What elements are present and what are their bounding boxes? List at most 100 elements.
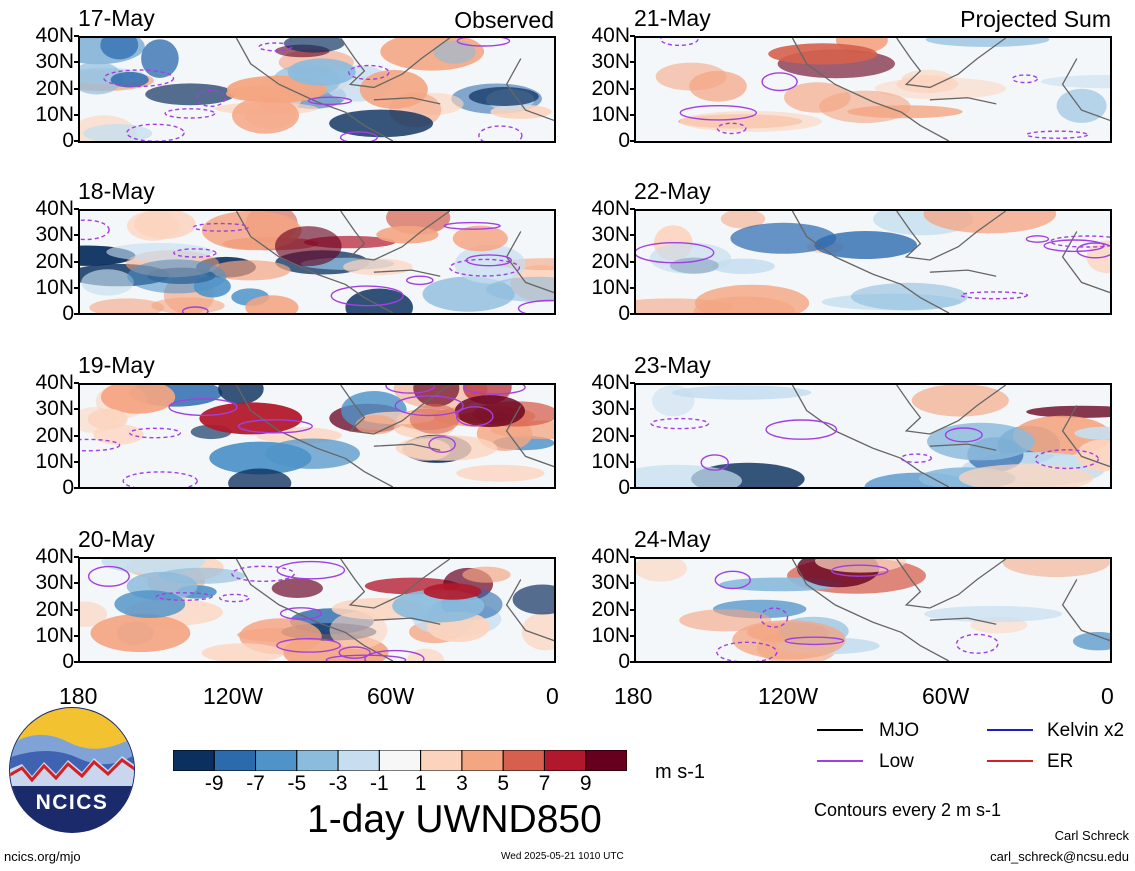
low-contour	[428, 436, 456, 453]
low-contour	[636, 242, 715, 264]
lat-label: 20N	[35, 597, 74, 621]
low-contour	[517, 299, 554, 313]
panel-right-3: 23-May	[560, 348, 1135, 508]
low-contour	[196, 89, 226, 107]
anomaly-region	[355, 415, 397, 435]
legend-item: Kelvin x2	[985, 718, 1135, 742]
anomaly-region	[145, 83, 236, 106]
lat-tick	[630, 286, 635, 289]
lat-tick	[630, 661, 635, 663]
lat-label: 30N	[591, 50, 630, 74]
panel-date: 21-May	[634, 5, 711, 31]
lat-label: 10N	[35, 102, 74, 126]
anomaly-region	[80, 61, 123, 95]
lat-tick	[74, 208, 79, 210]
colorbar-tick-label: -9	[204, 772, 224, 795]
anomaly-region	[649, 242, 732, 274]
low-contour	[237, 419, 313, 434]
lat-tick	[630, 382, 635, 384]
lat-tick	[630, 460, 635, 463]
low-contour	[760, 607, 789, 628]
colorbar-swatch	[420, 749, 463, 772]
anomaly-region	[925, 38, 1050, 47]
map-observed	[78, 36, 556, 143]
anomaly-region	[720, 211, 766, 229]
low-contour	[276, 638, 342, 653]
low-contour	[231, 565, 296, 583]
low-contour	[307, 96, 353, 106]
lon-label: 180	[59, 683, 98, 709]
lat-tick	[630, 582, 635, 585]
low-contour	[276, 560, 346, 580]
low-contour	[443, 221, 501, 230]
anomaly-region	[232, 96, 299, 134]
low-contour	[364, 649, 425, 661]
lat-tick	[74, 661, 79, 663]
map-projected	[634, 209, 1112, 315]
lat-label: 0	[618, 650, 630, 673]
panel-date: 18-May	[78, 178, 155, 204]
lat-tick	[74, 556, 79, 558]
lat-label: 40N	[35, 24, 74, 47]
low-contour	[87, 565, 130, 587]
low-contour	[784, 636, 845, 646]
panel-date: 22-May	[634, 178, 711, 204]
logo-text: NCICS	[36, 791, 109, 814]
anomaly-region	[141, 39, 179, 78]
colorbar-swatch	[378, 749, 422, 772]
lat-label: 20N	[35, 423, 74, 447]
lat-tick	[74, 382, 79, 384]
low-contour	[761, 72, 798, 92]
legend-swatch	[817, 729, 863, 731]
lat-label: 30N	[35, 571, 74, 595]
lat-tick	[74, 408, 79, 411]
ncics-logo: NCICS	[8, 706, 136, 834]
anomaly-region	[452, 225, 508, 252]
lat-label: 0	[62, 650, 74, 673]
lat-label: 10N	[591, 449, 630, 473]
lat-label: 10N	[35, 623, 74, 647]
lat-tick	[630, 234, 635, 237]
lat-tick	[630, 87, 635, 90]
anomaly-region	[158, 567, 246, 584]
legend-item: MJO	[815, 718, 965, 742]
lat-label: 40N	[591, 24, 630, 47]
anomaly-region	[89, 298, 165, 313]
low-contour	[258, 42, 293, 52]
lat-tick	[74, 234, 79, 237]
lat-label: 40N	[35, 371, 74, 394]
low-contour	[960, 291, 1029, 300]
lat-tick	[630, 634, 635, 637]
anomaly-region	[1086, 240, 1110, 274]
low-contour	[716, 122, 747, 135]
anomaly-region	[409, 403, 460, 434]
lat-tick	[74, 113, 79, 116]
panel-right-1: 21-May Projected Sum	[560, 0, 1135, 160]
panel-right-2: 22-May	[560, 174, 1135, 334]
low-contour	[347, 64, 390, 81]
anomaly-region	[456, 464, 545, 482]
legend-label: Kelvin x2	[1047, 720, 1125, 741]
anomaly-region	[689, 70, 747, 102]
anomaly-region	[1026, 405, 1110, 418]
lat-label: 20N	[591, 423, 630, 447]
lat-tick	[630, 487, 635, 489]
anomaly-region	[100, 38, 139, 60]
panel-date: 24-May	[634, 526, 711, 552]
lat-label: 40N	[591, 545, 630, 568]
low-contour	[164, 108, 216, 119]
anomaly-region	[651, 385, 695, 417]
anomaly-region	[245, 295, 299, 313]
anomaly-region	[847, 105, 963, 119]
anomaly-region	[1002, 559, 1110, 577]
lat-tick	[74, 487, 79, 489]
low-contour	[830, 564, 889, 577]
lat-label: 20N	[35, 76, 74, 100]
anomaly-region	[218, 385, 264, 404]
lat-label: 0	[62, 302, 74, 325]
anomaly-region	[433, 40, 476, 64]
lon-label: 60W	[922, 683, 970, 709]
low-contour	[660, 38, 699, 47]
lon-label: 120W	[203, 683, 264, 709]
colorbar-tick-label: 1	[414, 772, 427, 795]
